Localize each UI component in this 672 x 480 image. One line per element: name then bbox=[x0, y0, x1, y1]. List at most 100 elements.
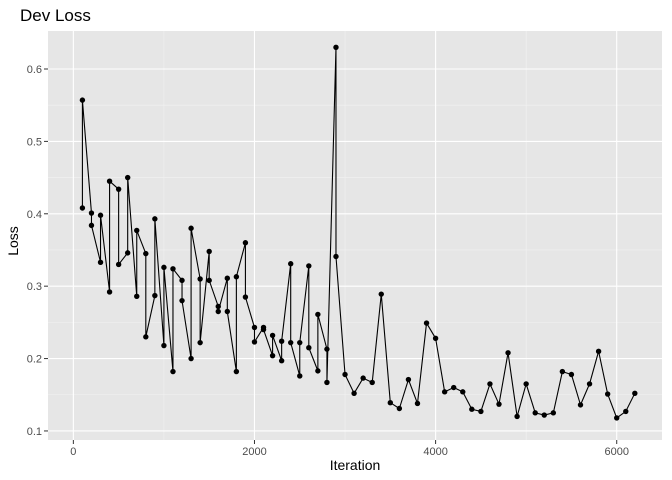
data-point bbox=[206, 248, 212, 255]
data-point bbox=[505, 350, 511, 356]
y-tick-label: 0.4 bbox=[27, 209, 42, 221]
data-point bbox=[306, 345, 312, 351]
data-point bbox=[496, 401, 502, 407]
data-point bbox=[478, 408, 484, 415]
y-tick-label: 0.1 bbox=[27, 426, 42, 438]
plot-panel bbox=[48, 31, 662, 440]
data-point bbox=[161, 264, 167, 271]
data-point bbox=[197, 339, 203, 346]
data-point bbox=[188, 225, 194, 231]
data-point bbox=[586, 381, 593, 387]
data-point bbox=[215, 308, 221, 315]
data-point bbox=[369, 379, 375, 386]
data-point bbox=[143, 334, 149, 340]
data-point bbox=[604, 391, 611, 397]
data-point bbox=[559, 368, 566, 375]
data-point bbox=[134, 227, 140, 234]
data-point bbox=[541, 412, 547, 418]
chart-title: Dev Loss bbox=[20, 6, 91, 25]
data-point bbox=[170, 368, 176, 375]
data-point bbox=[197, 276, 203, 282]
data-point bbox=[432, 335, 439, 341]
data-point bbox=[269, 332, 276, 339]
x-axis-title: Iteration bbox=[330, 457, 381, 473]
data-point bbox=[161, 342, 167, 349]
data-point bbox=[523, 381, 529, 387]
data-point bbox=[106, 289, 113, 295]
data-point bbox=[143, 250, 149, 257]
data-point bbox=[278, 338, 285, 344]
major-gridlines bbox=[48, 31, 662, 440]
data-point bbox=[152, 216, 158, 222]
y-tick-label: 0.5 bbox=[27, 136, 42, 148]
data-point bbox=[333, 44, 339, 50]
data-point bbox=[242, 240, 249, 246]
data-point bbox=[324, 379, 330, 386]
data-point bbox=[297, 339, 303, 346]
data-point bbox=[233, 368, 240, 375]
data-point bbox=[124, 174, 131, 181]
data-point bbox=[79, 205, 86, 211]
data-point bbox=[315, 311, 321, 318]
data-point bbox=[414, 400, 421, 407]
data-point bbox=[568, 371, 575, 378]
data-point bbox=[206, 277, 212, 284]
data-point bbox=[306, 263, 312, 269]
data-point bbox=[97, 212, 104, 218]
data-point bbox=[315, 368, 321, 374]
data-point bbox=[106, 178, 113, 184]
data-point bbox=[423, 320, 430, 326]
data-point bbox=[115, 261, 122, 268]
data-point bbox=[387, 400, 394, 406]
x-tick-label: 6000 bbox=[604, 446, 628, 458]
data-point bbox=[632, 390, 638, 397]
data-point bbox=[79, 97, 86, 103]
data-point bbox=[170, 266, 176, 272]
series-points bbox=[79, 44, 638, 421]
data-point bbox=[269, 352, 276, 359]
data-point bbox=[242, 294, 249, 300]
data-point bbox=[251, 324, 258, 331]
data-point bbox=[342, 371, 348, 378]
x-tick-label: 0 bbox=[70, 446, 76, 458]
data-point bbox=[441, 389, 448, 395]
data-point bbox=[405, 376, 412, 383]
panel-background bbox=[48, 31, 662, 440]
data-point bbox=[451, 384, 457, 391]
data-point bbox=[224, 275, 231, 281]
data-point bbox=[251, 339, 258, 345]
data-point bbox=[233, 274, 240, 280]
x-tick-label: 4000 bbox=[423, 446, 447, 458]
data-point bbox=[550, 410, 557, 416]
data-point bbox=[360, 375, 366, 381]
data-point bbox=[623, 408, 629, 415]
y-tick-label: 0.2 bbox=[27, 354, 42, 366]
data-point bbox=[324, 346, 330, 352]
data-point bbox=[532, 410, 538, 416]
data-point bbox=[134, 293, 140, 300]
data-point bbox=[288, 261, 294, 267]
y-tick-label: 0.6 bbox=[27, 64, 42, 76]
y-axis-ticks: 0.1 0.2 0.3 0.4 0.5 0.6 bbox=[27, 64, 48, 438]
minor-gridlines bbox=[48, 31, 662, 440]
data-point bbox=[179, 277, 185, 284]
data-point bbox=[97, 259, 104, 265]
data-point bbox=[152, 292, 158, 299]
data-point bbox=[224, 308, 231, 315]
data-point bbox=[288, 339, 294, 346]
data-point bbox=[88, 210, 95, 216]
data-point bbox=[396, 405, 403, 412]
data-point bbox=[115, 186, 122, 192]
data-point bbox=[215, 303, 221, 310]
data-point bbox=[460, 389, 466, 395]
data-point bbox=[88, 222, 95, 229]
y-axis-title: Loss bbox=[5, 226, 21, 256]
data-point bbox=[378, 291, 384, 297]
data-point bbox=[124, 250, 131, 256]
data-point bbox=[179, 297, 185, 304]
data-point bbox=[351, 390, 357, 397]
data-point bbox=[333, 253, 339, 260]
data-point bbox=[514, 413, 520, 420]
x-axis-ticks: 0 2000 4000 6000 bbox=[70, 440, 629, 458]
